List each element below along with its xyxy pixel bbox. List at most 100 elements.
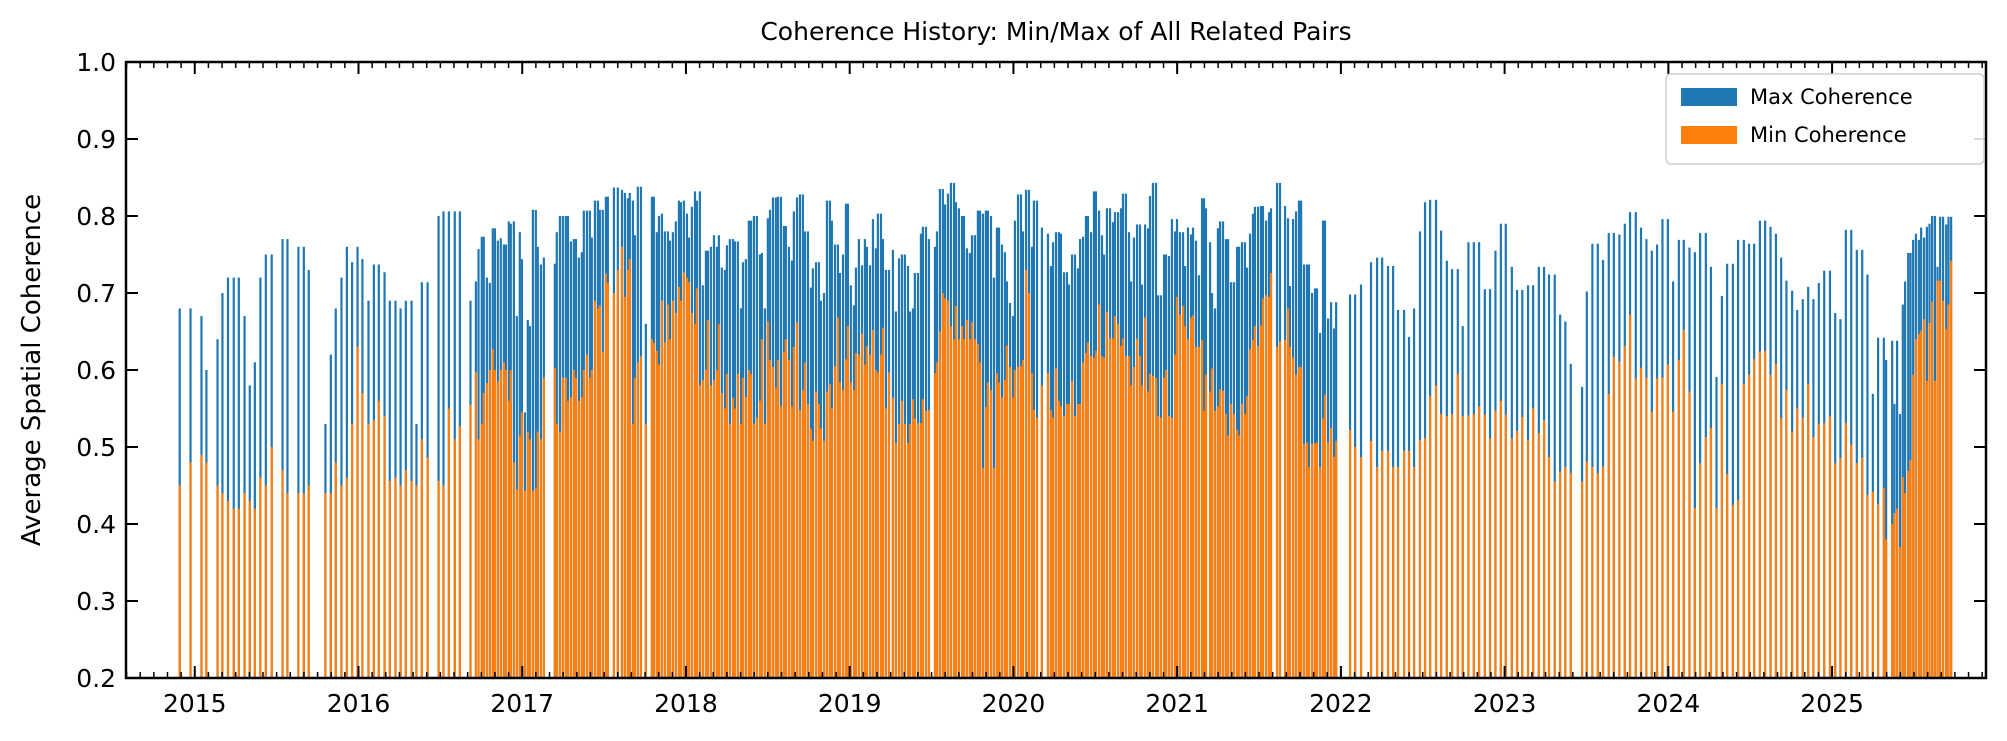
- min-coherence-bar: [978, 362, 982, 678]
- axis-tick-labels: 0.2 0.3 0.4 0.5 0.6 0.7 0.8 0.9 1.0 2015 2016 2017 2…: [76, 48, 1864, 718]
- min-coherence-bar: [741, 377, 745, 678]
- min-coherence-bar: [1256, 346, 1260, 678]
- min-coherence-bar: [717, 323, 720, 678]
- min-coherence-bar: [356, 346, 359, 678]
- min-coherence-bar: [1483, 414, 1486, 678]
- min-coherence-bar: [1261, 298, 1265, 678]
- min-coherence-bar: [639, 356, 643, 678]
- min-coherence-bar: [1329, 427, 1333, 678]
- max-coherence-bar: [442, 211, 445, 678]
- min-coherence-bar: [1218, 389, 1222, 678]
- x-tick-label: 2017: [490, 689, 554, 718]
- min-coherence-bar: [1359, 457, 1363, 678]
- min-coherence-bar: [679, 300, 682, 678]
- min-coherence-bar: [1612, 356, 1615, 678]
- min-coherence-bar: [768, 359, 772, 678]
- min-coherence-bar: [819, 428, 822, 678]
- min-coherence-bar: [943, 298, 947, 678]
- max-coherence-bar: [1731, 263, 1734, 678]
- max-coherence-bar: [297, 246, 300, 679]
- min-coherence-bar: [281, 470, 284, 678]
- min-coherence-bar: [1381, 450, 1384, 678]
- min-coherence-bar: [1164, 370, 1168, 678]
- min-coherence-bar: [474, 372, 477, 678]
- min-coherence-bar: [1183, 326, 1187, 678]
- y-tick-label: 1.0: [76, 48, 116, 77]
- min-coherence-bar: [1194, 346, 1198, 678]
- min-coherence-bar: [1310, 443, 1314, 678]
- min-coherence-bar: [502, 362, 505, 678]
- min-coherence-bar: [1769, 374, 1772, 678]
- min-coherence-bar: [1054, 368, 1058, 678]
- min-coherence-bar: [1089, 356, 1093, 678]
- min-coherence-bar: [1580, 481, 1584, 678]
- min-coherence-bar: [458, 426, 461, 678]
- min-coherence-bar: [504, 370, 507, 678]
- min-coherence-bar: [1051, 417, 1055, 678]
- min-coherence-bar: [1885, 539, 1888, 678]
- y-tick-label: 0.2: [76, 664, 116, 693]
- y-tick-label: 0.9: [76, 125, 116, 154]
- min-coherence-bar: [1016, 366, 1020, 678]
- y-tick-label: 0.8: [76, 202, 116, 231]
- min-coherence-bar: [1138, 356, 1142, 678]
- min-coherence-bar: [1618, 361, 1621, 678]
- min-coherence-bar: [1947, 304, 1950, 678]
- min-coherence-bar: [1403, 450, 1406, 678]
- min-coherence-bar: [1170, 417, 1174, 678]
- legend-box: [1665, 73, 1985, 165]
- min-coherence-bar: [927, 410, 931, 678]
- min-coherence-bar: [1407, 450, 1411, 678]
- min-coherence-bar: [205, 462, 208, 678]
- x-tick-label: 2024: [1637, 689, 1701, 718]
- min-coherence-bar: [453, 439, 456, 678]
- min-coherence-bar: [1942, 300, 1945, 678]
- min-coherence-bar: [1057, 400, 1061, 678]
- min-coherence-bar: [394, 477, 397, 678]
- min-coherence-bar: [906, 443, 910, 678]
- min-coherence-bar: [410, 480, 413, 678]
- max-coherence-bar: [232, 277, 235, 678]
- min-coherence-bar: [1456, 373, 1459, 678]
- max-coherence-bar: [1596, 243, 1599, 678]
- min-coherence-bar: [372, 420, 375, 678]
- min-coherence-bar: [1559, 471, 1562, 678]
- min-coherence-bar: [1704, 436, 1707, 678]
- min-coherence-bar: [1024, 269, 1028, 678]
- min-coherence-bar: [1127, 356, 1131, 678]
- min-coherence-bar: [1939, 280, 1942, 678]
- min-coherence-bar: [881, 327, 885, 678]
- min-coherence-bar: [1785, 390, 1788, 678]
- min-coherence-bar: [1882, 487, 1885, 678]
- min-coherence-bar: [965, 319, 969, 678]
- min-coherence-bar: [952, 339, 956, 678]
- min-coherence-bar: [663, 342, 666, 678]
- min-coherence-bar: [900, 400, 904, 678]
- min-coherence-bar: [655, 350, 658, 678]
- min-coherence-bar: [836, 317, 840, 678]
- min-coherence-bar: [1000, 397, 1004, 678]
- min-coherence-bar: [1866, 494, 1869, 678]
- min-coherence-bar: [1086, 342, 1090, 678]
- min-coherence-bar: [1931, 301, 1934, 678]
- min-coherence-bar: [809, 428, 812, 678]
- min-coherence-bar: [628, 259, 631, 678]
- min-coherence-bar: [660, 300, 663, 678]
- min-coherence-bar: [1817, 423, 1820, 678]
- min-coherence-bar: [1796, 408, 1799, 678]
- min-coherence-bar: [992, 467, 996, 678]
- min-coherence-bar: [536, 431, 539, 678]
- max-coherence-bar: [340, 277, 343, 678]
- min-coherence-bar: [1699, 463, 1702, 678]
- max-coherence-bar: [302, 246, 305, 679]
- min-coherence-bar: [1208, 391, 1212, 678]
- min-coherence-bar: [1933, 380, 1937, 678]
- min-coherence-bar: [178, 485, 181, 678]
- min-coherence-bar: [1200, 339, 1204, 678]
- max-coherence-bar: [531, 209, 534, 678]
- min-coherence-bar: [849, 382, 852, 678]
- min-coherence-bar: [1472, 413, 1475, 678]
- min-coherence-bar: [1286, 308, 1290, 678]
- min-coherence-bar: [518, 435, 521, 678]
- min-coherence-bar: [709, 385, 712, 678]
